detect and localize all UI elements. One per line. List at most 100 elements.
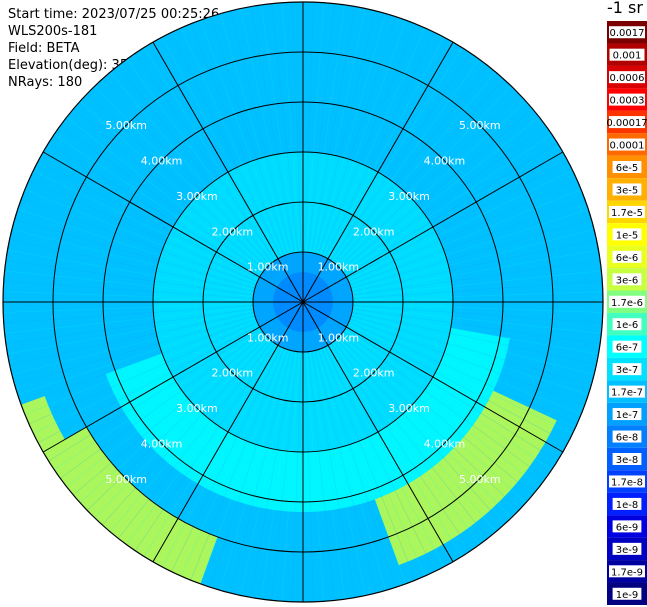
spoke-150 <box>302 301 454 563</box>
ring-label-3-0: 3.00km <box>176 190 218 203</box>
spoke-300 <box>42 151 304 303</box>
ray-161 <box>118 65 273 263</box>
ray-126 <box>17 317 256 395</box>
ray-50 <box>352 310 599 355</box>
ray-79 <box>321 348 416 581</box>
spoke-60 <box>302 151 564 303</box>
ray-146 <box>24 189 257 284</box>
ray-153 <box>60 125 263 273</box>
ray-127 <box>14 315 256 385</box>
ray-112 <box>94 337 269 519</box>
ray-130 <box>7 310 254 355</box>
colorbar-label-24: 1.7e-9 <box>611 567 643 578</box>
ray-166 <box>161 36 280 258</box>
start-time-label: Start time: 2023/07/25 00:25:26 <box>8 7 220 22</box>
ray-149 <box>37 160 259 279</box>
spoke-120 <box>302 301 564 453</box>
ray-160 <box>109 71 272 264</box>
ray-25 <box>341 108 534 271</box>
ray-41 <box>352 259 601 296</box>
ray-4 <box>309 4 346 253</box>
ray-99 <box>210 349 288 588</box>
ray-106 <box>143 344 277 557</box>
ray-40 <box>352 249 599 294</box>
ray-136 <box>3 291 254 301</box>
ray-118 <box>54 329 262 471</box>
ray-96 <box>240 350 293 596</box>
ray-71 <box>333 341 488 539</box>
ray-53 <box>350 315 592 385</box>
ray-152 <box>54 133 262 275</box>
ray-16 <box>329 47 463 260</box>
ray-20 <box>334 71 497 264</box>
sector-2 <box>202 201 404 403</box>
colorbar-label-12: 1.7e-6 <box>611 298 643 309</box>
ray-70 <box>334 340 497 533</box>
ray-34 <box>349 189 582 284</box>
sector-1 <box>253 252 353 352</box>
ray-157 <box>86 93 268 268</box>
colorbar-label-box-1 <box>609 48 645 61</box>
ray-158 <box>94 85 269 267</box>
ray-141 <box>9 239 255 292</box>
colorbar-label-box-25 <box>612 587 642 600</box>
colorbar-label-17: 1e-7 <box>616 410 639 421</box>
colorbar-label-box-8 <box>609 205 645 218</box>
ray-11 <box>321 23 416 256</box>
sector-3 <box>153 152 453 452</box>
colorbar-label-box-13 <box>612 318 642 331</box>
ray-86 <box>309 351 346 600</box>
ray-107 <box>134 343 276 551</box>
ray-21 <box>336 78 504 266</box>
ray-36 <box>350 209 589 287</box>
ring-label-1-2: 1.00km <box>318 331 360 344</box>
ray-17 <box>330 53 472 261</box>
ray-35 <box>349 199 586 286</box>
ray-23 <box>338 93 520 268</box>
ring-label-4-2: 4.00km <box>424 437 466 450</box>
ray-22 <box>337 85 512 267</box>
ray-1 <box>304 2 314 253</box>
colorbar-label-box-11 <box>612 273 642 286</box>
ray-3 <box>307 3 335 253</box>
colorbar-label-box-19 <box>612 453 642 465</box>
ray-47 <box>352 305 603 324</box>
ray-111 <box>102 338 270 526</box>
colorbar-label-box-18 <box>612 430 642 443</box>
ray-154 <box>66 117 264 272</box>
ray-148 <box>33 170 259 281</box>
colorbar-label-23: 3e-9 <box>616 545 639 556</box>
ray-77 <box>324 346 435 572</box>
ring-label-2-2: 2.00km <box>353 367 395 380</box>
colorbar-label-25: 1e-9 <box>616 590 639 601</box>
colorbar-label-20: 1.7e-8 <box>611 477 643 488</box>
ring-label-3-3: 3.00km <box>176 402 218 415</box>
colorbar-label-box-16 <box>609 385 645 398</box>
colorbar-label-box-10 <box>612 250 642 263</box>
colorbar-label-box-7 <box>612 183 642 196</box>
ray-69 <box>336 338 504 526</box>
ray-39 <box>351 239 597 292</box>
ring-label-4-0: 4.00km <box>141 155 183 168</box>
ray-72 <box>332 342 480 545</box>
ray-100 <box>200 348 287 585</box>
ray-18 <box>332 59 480 262</box>
ray-2 <box>306 2 325 253</box>
ray-167 <box>171 32 282 258</box>
field-label: Field: BETA <box>8 41 80 56</box>
colorbar-label-box-15 <box>612 363 642 376</box>
ring-label-4-3: 4.00km <box>141 437 183 450</box>
spoke-330 <box>152 41 304 303</box>
ray-52 <box>351 313 595 375</box>
ray-88 <box>306 351 325 602</box>
colorbar-label-14: 6e-7 <box>616 343 639 354</box>
ray-114 <box>79 335 267 503</box>
ray-68 <box>337 337 512 519</box>
ray-168 <box>180 27 283 257</box>
ray-145 <box>20 199 257 286</box>
ray-78 <box>323 347 426 577</box>
colorbar-label-16: 1.7e-7 <box>611 388 643 399</box>
spoke-210 <box>152 301 304 563</box>
ray-110 <box>109 340 272 533</box>
